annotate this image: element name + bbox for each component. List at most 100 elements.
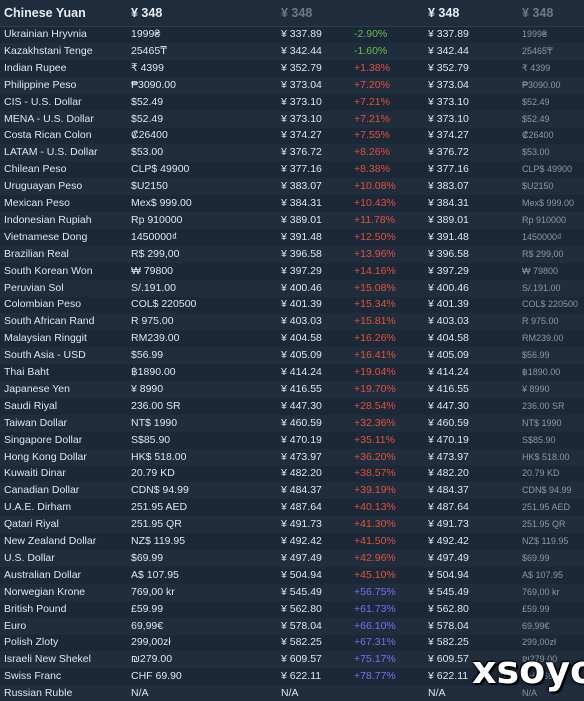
local-price: ฿1890.00: [131, 366, 176, 378]
table-row: Philippine Peso ₱3090.00 ¥ 373.04 +7.20% ¥ 3…: [0, 76, 584, 94]
converted-price: ¥ 373.04: [281, 78, 322, 91]
local-price-repeat: $69.99: [522, 552, 550, 563]
price-difference: +7.20%: [354, 78, 390, 91]
converted-price: ¥ 482.20: [281, 467, 322, 480]
table-row: Israeli New Shekel ₪279.00 ¥ 609.57 +75.17%…: [0, 651, 584, 669]
table-header: Chinese Yuan ¥ 348 ¥ 348 ¥ 348 ¥ 348: [0, 0, 584, 27]
currency-name: Euro: [4, 619, 27, 632]
currency-name: Ukrainian Hryvnia: [4, 28, 87, 40]
table-row: Vietnamese Dong 1450000₫ ¥ 391.48 +12.50% ¥ …: [0, 229, 584, 246]
currency-name: Australian Dollar: [4, 568, 82, 581]
local-price-repeat: 25465₸: [522, 45, 553, 56]
currency-name: Russian Ruble: [4, 687, 73, 700]
currency-name: Indian Rupee: [4, 61, 67, 74]
price-difference: -1.60%: [354, 44, 388, 57]
converted-price: ¥ 460.59: [281, 416, 322, 429]
currency-name: Polish Zloty: [4, 636, 59, 649]
price-difference: +16.41%: [354, 349, 396, 362]
local-price-repeat: 20.79 KD: [522, 468, 560, 479]
price-difference: -2.90%: [354, 28, 388, 40]
table-row: Indonesian Rupiah Rp 910000 ¥ 389.01 +11.78…: [0, 211, 584, 229]
converted-price-repeat: ¥ 578.04: [428, 619, 469, 632]
table-row: Japanese Yen ¥ 8990 ¥ 416.55 +19.70% ¥ 416.5…: [0, 380, 584, 398]
converted-price: ¥ 383.07: [281, 180, 322, 193]
local-price: 1999₴: [131, 28, 161, 40]
currency-name: U.S. Dollar: [4, 551, 55, 564]
converted-price-repeat: ¥ 373.04: [428, 78, 469, 91]
converted-price: ¥ 484.37: [281, 484, 322, 497]
price-difference: +7.21%: [354, 112, 390, 125]
converted-price-repeat: ¥ 374.27: [428, 129, 469, 142]
header-price-3: ¥ 348: [428, 6, 460, 20]
table-row: Ukrainian Hryvnia 1999₴ ¥ 337.89 -2.90% ¥ 33…: [0, 26, 584, 43]
price-difference: +45.10%: [354, 568, 396, 581]
converted-price-repeat: ¥ 460.59: [428, 416, 469, 429]
local-price-repeat: N/A: [522, 688, 538, 699]
currency-name: Canadian Dollar: [4, 484, 80, 497]
local-price: 20.79 KD: [131, 467, 175, 480]
currency-name: CIS - U.S. Dollar: [4, 95, 82, 108]
converted-price: ¥ 492.42: [281, 535, 322, 547]
local-price: $U2150: [131, 180, 168, 193]
converted-price-repeat: ¥ 383.07: [428, 180, 469, 193]
local-price-repeat: ₪279.00: [522, 654, 558, 665]
price-difference: +36.20%: [354, 450, 396, 463]
price-difference: +8.26%: [354, 146, 390, 159]
table-row: U.A.E. Dirham 251.95 AED ¥ 487.64 +40.13% ¥ …: [0, 499, 584, 516]
price-difference: +1.38%: [354, 61, 390, 74]
local-price: Rp 910000: [131, 213, 183, 226]
converted-price-repeat: ¥ 377.16: [428, 163, 469, 176]
local-price-repeat: 1450000₫: [522, 231, 562, 242]
table-row: Uruguayan Peso $U2150 ¥ 383.07 +10.08% ¥ 383…: [0, 178, 584, 196]
local-price-repeat: ₡26400: [522, 130, 554, 141]
local-price: 299,00zł: [131, 636, 171, 649]
table-row: Australian Dollar A$ 107.95 ¥ 504.94 +45.10…: [0, 567, 584, 584]
price-difference: +8.38%: [354, 163, 390, 176]
converted-price-repeat: ¥ 401.39: [428, 298, 469, 311]
table-row: U.S. Dollar $69.99 ¥ 497.49 +42.96% ¥ 497.49…: [0, 549, 584, 567]
local-price: $53.00: [131, 146, 164, 159]
converted-price-repeat: ¥ 447.30: [428, 399, 469, 412]
table-row: Peruvian Sol S/.191.00 ¥ 400.46 +15.08% ¥ 40…: [0, 279, 584, 297]
currency-name: Peruvian Sol: [4, 281, 64, 294]
local-price: ₪279.00: [131, 653, 173, 666]
currency-name: Indonesian Rupiah: [4, 213, 92, 226]
local-price: 69,99€: [131, 619, 164, 632]
converted-price: ¥ 504.94: [281, 568, 322, 581]
converted-price-repeat: ¥ 373.10: [428, 95, 469, 108]
table-row: Russian Ruble N/A N/A N/A N/A: [0, 685, 584, 701]
converted-price-repeat: ¥ 473.97: [428, 450, 469, 463]
local-price: 251.95 AED: [131, 501, 188, 514]
local-price-repeat: A$ 107.95: [522, 569, 564, 580]
converted-price: N/A: [281, 687, 299, 700]
local-price-repeat: NZ$ 119.95: [522, 536, 569, 546]
table-row: Malaysian Ringgit RM239.00 ¥ 404.58 +16.26%…: [0, 330, 584, 347]
currency-name: Taiwan Dollar: [4, 416, 68, 429]
currency-name: Hong Kong Dollar: [4, 450, 87, 463]
table-row: Saudi Riyal 236.00 SR ¥ 447.30 +28.54% ¥ 447…: [0, 398, 584, 415]
converted-price-repeat: ¥ 484.37: [428, 484, 469, 497]
converted-price: ¥ 470.19: [281, 433, 322, 446]
price-difference: +66.10%: [354, 619, 396, 632]
local-price: ₩ 79800: [131, 264, 174, 277]
local-price-repeat: 251.95 AED: [522, 502, 571, 513]
converted-price-repeat: ¥ 389.01: [428, 213, 469, 226]
currency-name: Philippine Peso: [4, 78, 77, 91]
table-row: Chilean Peso CLP$ 49900 ¥ 377.16 +8.38% ¥ 37…: [0, 161, 584, 178]
table-row: New Zealand Dollar NZ$ 119.95 ¥ 492.42 +41.…: [0, 533, 584, 550]
currency-name: Mexican Peso: [4, 197, 70, 209]
local-price-repeat: £59.99: [522, 603, 550, 614]
local-price: 1450000₫: [131, 230, 178, 243]
table-row: Costa Rican Colon ₡26400 ¥ 374.27 +7.55% ¥ 3…: [0, 127, 584, 144]
local-price-repeat: $56.99: [522, 350, 550, 361]
local-price: NZ$ 119.95: [131, 535, 186, 547]
local-price: NT$ 1990: [131, 416, 178, 429]
table-row: Norwegian Krone 769,00 kr ¥ 545.49 +56.75% ¥…: [0, 583, 584, 601]
local-price: CLP$ 49900: [131, 163, 190, 176]
currency-name: Saudi Riyal: [4, 399, 58, 412]
currency-name: Kazakhstani Tenge: [4, 44, 93, 57]
local-price: RM239.00: [131, 332, 180, 345]
currency-name: Thai Baht: [4, 366, 49, 378]
table-row: Taiwan Dollar NT$ 1990 ¥ 460.59 +32.36% ¥ 46…: [0, 414, 584, 432]
currency-name: U.A.E. Dirham: [4, 501, 72, 514]
